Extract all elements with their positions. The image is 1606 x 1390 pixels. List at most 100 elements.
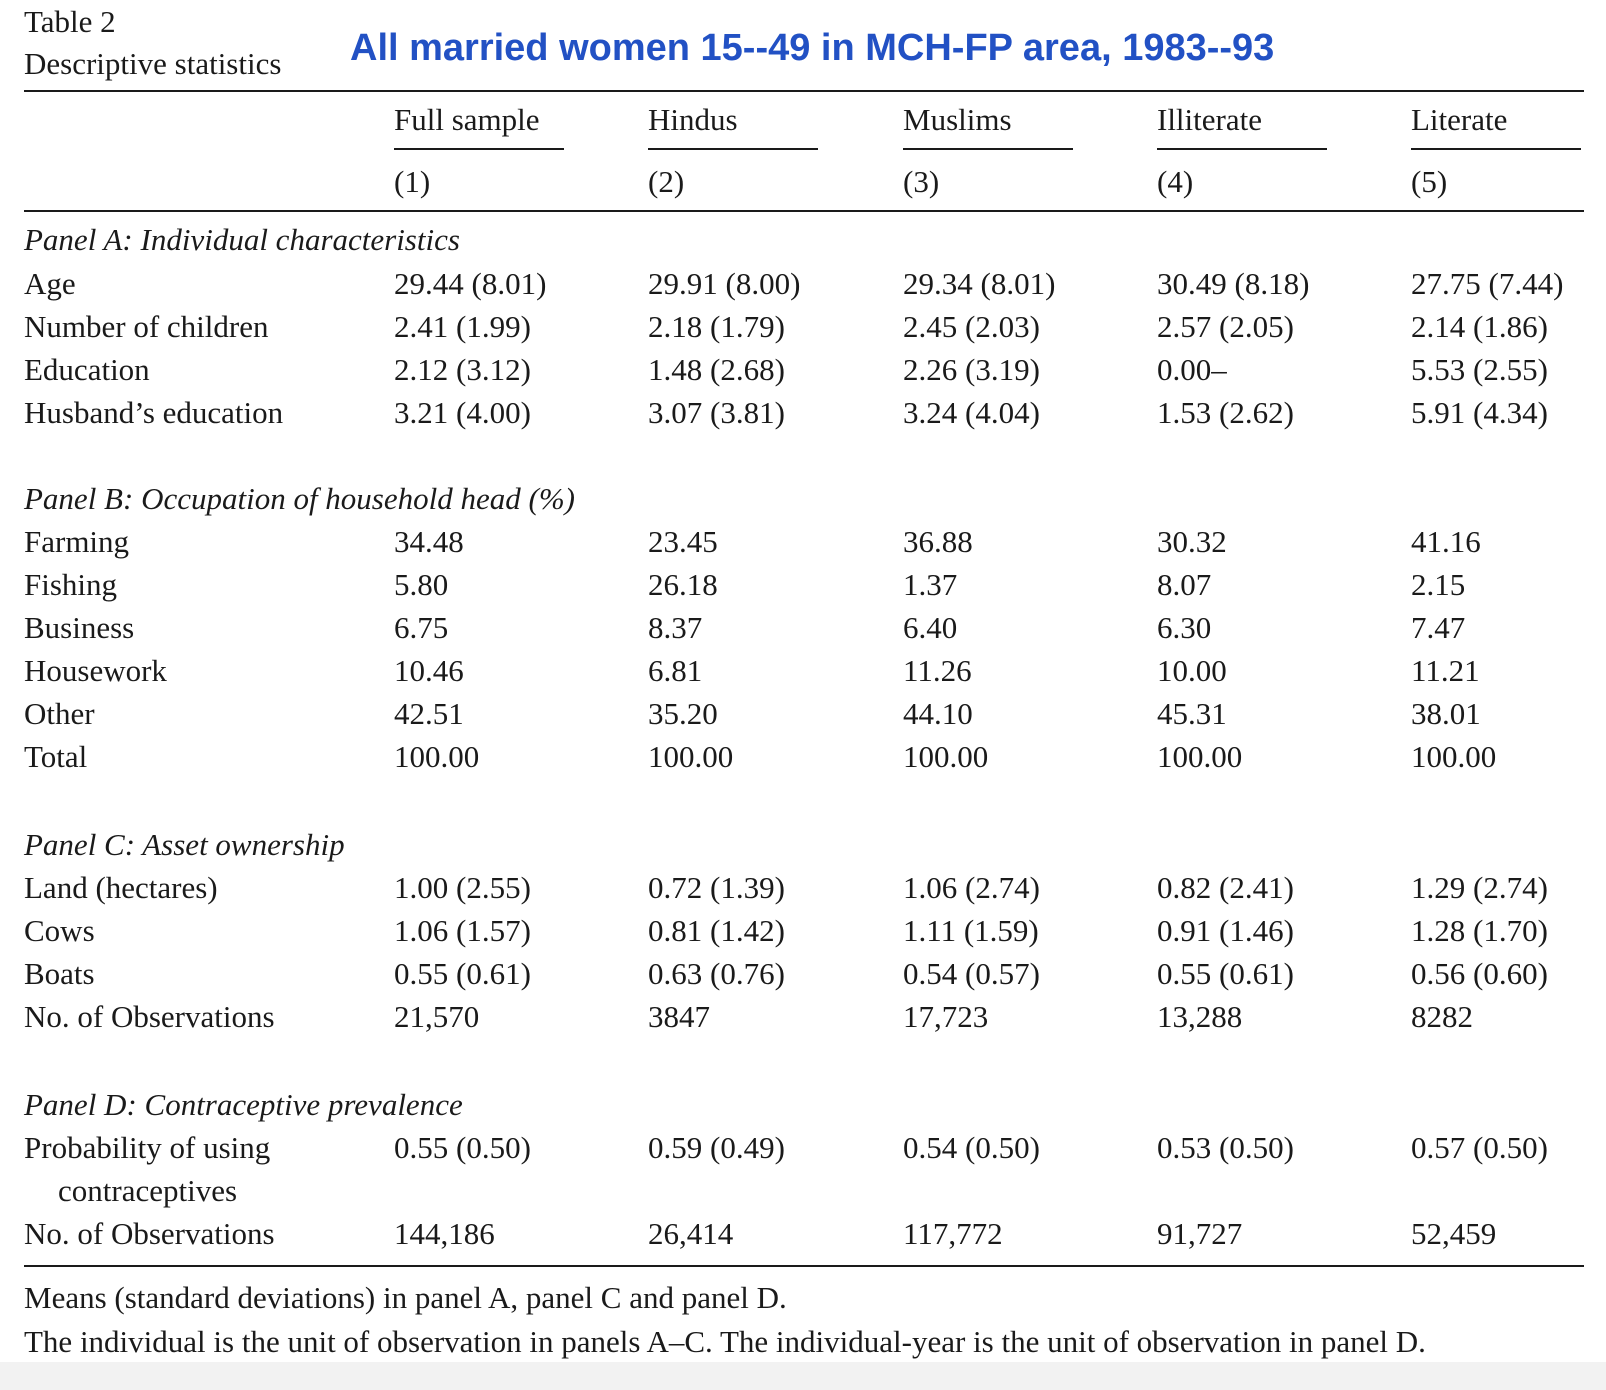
table-cell: 1.53 (2.62) [1157,395,1294,430]
table-cell: 45.31 [1157,696,1227,731]
row-label: Business [24,610,135,645]
table-cell: 10.00 [1157,653,1227,688]
column-header-illiterate: Illiterate [1157,102,1262,137]
column-rule [648,148,818,150]
table-cell: 34.48 [394,524,464,559]
column-number: (2) [648,164,685,199]
column-rule [1411,148,1581,150]
row-label: Husband’s education [24,395,284,430]
table-cell: 26,414 [648,1216,734,1251]
table-cell: 23.45 [648,524,718,559]
table-cell: 30.49 (8.18) [1157,266,1310,301]
table-cell: 0.00– [1157,352,1227,387]
table-cell: 117,772 [903,1216,1003,1251]
table-cell: 42.51 [394,696,464,731]
table-cell: 6.75 [394,610,449,645]
table-cell: 38.01 [1411,696,1481,731]
column-header-literate: Literate [1411,102,1508,137]
row-label: Total [24,739,88,774]
row-label: Other [24,696,95,731]
table-caption: Descriptive statistics [24,46,282,81]
table-cell: 11.26 [903,653,972,688]
row-label: Number of children [24,309,269,344]
row-label: No. of Observations [24,1216,275,1251]
table-cell: 100.00 [648,739,734,774]
row-label: Probability of using [24,1130,271,1165]
table-cell: 30.32 [1157,524,1227,559]
table-cell: 2.18 (1.79) [648,309,785,344]
table-cell: 0.53 (0.50) [1157,1130,1294,1165]
table-cell: 8282 [1411,999,1473,1034]
row-label: No. of Observations [24,999,275,1034]
top-rule [24,90,1584,92]
column-rule [903,148,1073,150]
table-cell: 5.80 [394,567,449,602]
table-cell: 0.57 (0.50) [1411,1130,1548,1165]
table-cell: 1.37 [903,567,958,602]
panel-d-title: Panel D: Contraceptive prevalence [24,1087,463,1122]
row-label: Land (hectares) [24,870,218,905]
table-cell: 41.16 [1411,524,1481,559]
table-cell: 0.55 (0.61) [1157,956,1294,991]
table-cell: 8.07 [1157,567,1212,602]
bottom-rule [24,1265,1584,1267]
table-cell: 2.26 (3.19) [903,352,1040,387]
table-cell: 100.00 [394,739,480,774]
table-cell: 1.48 (2.68) [648,352,785,387]
column-number: (1) [394,164,431,199]
column-rule [1157,148,1327,150]
table-cell: 29.91 (8.00) [648,266,801,301]
table-cell: 5.91 (4.34) [1411,395,1548,430]
table-cell: 21,570 [394,999,480,1034]
table-cell: 44.10 [903,696,973,731]
page-bottom-edge [0,1362,1606,1390]
table-note: The individual is the unit of observatio… [24,1324,1426,1359]
table-cell: 6.81 [648,653,703,688]
table-cell: 1.06 (2.74) [903,870,1040,905]
row-label: Fishing [24,567,118,602]
table-cell: 52,459 [1411,1216,1497,1251]
table-cell: 100.00 [1157,739,1243,774]
table-cell: 1.06 (1.57) [394,913,531,948]
table-cell: 3.21 (4.00) [394,395,531,430]
column-header-hindus: Hindus [648,102,738,137]
panel-a-title: Panel A: Individual characteristics [24,222,460,257]
table-cell: 1.28 (1.70) [1411,913,1548,948]
table-cell: 3.07 (3.81) [648,395,785,430]
table-cell: 0.81 (1.42) [648,913,785,948]
table-cell: 0.82 (2.41) [1157,870,1294,905]
table-note: Means (standard deviations) in panel A, … [24,1280,787,1315]
panel-b-title: Panel B: Occupation of household head (%… [24,481,575,516]
table-cell: 7.47 [1411,610,1466,645]
table-cell: 6.40 [903,610,958,645]
table-cell: 1.11 (1.59) [903,913,1039,948]
table-cell: 10.46 [394,653,464,688]
row-label: Education [24,352,150,387]
table-cell: 0.72 (1.39) [648,870,785,905]
table-cell: 5.53 (2.55) [1411,352,1548,387]
table-cell: 0.63 (0.76) [648,956,785,991]
row-label: Housework [24,653,167,688]
table-cell: 0.55 (0.50) [394,1130,531,1165]
column-number: (5) [1411,164,1448,199]
column-header-muslims: Muslims [903,102,1012,137]
table-cell: 0.55 (0.61) [394,956,531,991]
table-label: Table 2 [24,4,116,39]
table-cell: 0.56 (0.60) [1411,956,1548,991]
table-cell: 100.00 [1411,739,1497,774]
table-cell: 2.57 (2.05) [1157,309,1294,344]
row-label-continuation: contraceptives [58,1173,238,1208]
table-cell: 2.41 (1.99) [394,309,531,344]
table-cell: 2.45 (2.03) [903,309,1040,344]
table-cell: 0.54 (0.50) [903,1130,1040,1165]
table-cell: 8.37 [648,610,703,645]
row-label: Boats [24,956,95,991]
row-label: Farming [24,524,130,559]
column-number: (4) [1157,164,1194,199]
table-cell: 3847 [648,999,710,1034]
column-number: (3) [903,164,940,199]
table-cell: 1.00 (2.55) [394,870,531,905]
table-cell: 11.21 [1411,653,1480,688]
table-cell: 3.24 (4.04) [903,395,1040,430]
